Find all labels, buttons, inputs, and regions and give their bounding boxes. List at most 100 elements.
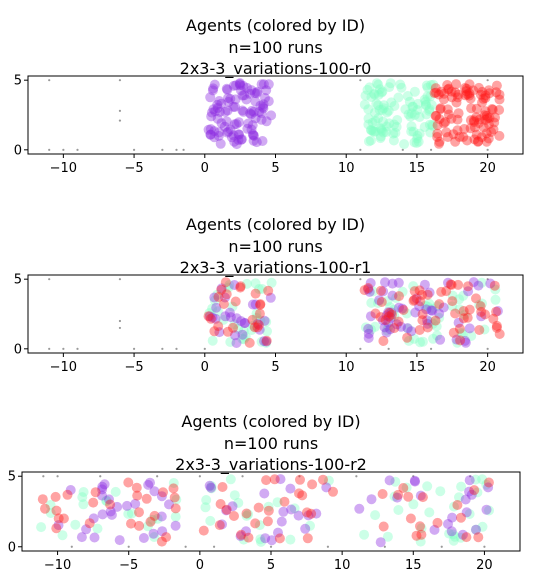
data-point	[246, 124, 257, 135]
data-point	[394, 302, 404, 313]
data-point	[366, 324, 377, 335]
data-point	[263, 96, 274, 107]
data-point	[369, 89, 380, 100]
data-point	[261, 475, 272, 486]
data-point	[200, 502, 211, 513]
data-point	[245, 108, 255, 119]
obstacle-marker	[118, 109, 122, 112]
data-point	[97, 484, 108, 495]
data-point	[431, 321, 442, 332]
chart-title-line-1: n=100 runs	[224, 434, 318, 453]
data-point	[401, 308, 412, 319]
data-point	[216, 118, 227, 129]
data-point	[478, 93, 489, 104]
data-point	[409, 110, 420, 120]
data-point	[389, 119, 400, 130]
data-point	[401, 482, 412, 493]
data-point	[266, 535, 277, 546]
data-point	[449, 501, 459, 512]
data-point	[397, 286, 408, 297]
data-point	[412, 130, 423, 141]
data-point	[255, 100, 266, 111]
data-point	[455, 532, 466, 543]
data-point	[231, 119, 242, 129]
data-point	[171, 494, 182, 505]
data-point	[409, 86, 420, 97]
data-point	[244, 88, 255, 99]
data-point	[438, 94, 449, 105]
data-point	[285, 534, 296, 545]
data-point	[446, 86, 457, 97]
x-tick-label: −5	[119, 558, 138, 573]
x-tick-label: 0	[201, 360, 209, 375]
data-point	[474, 299, 485, 310]
data-point	[440, 117, 451, 127]
data-point	[388, 135, 399, 146]
data-point	[233, 323, 244, 334]
data-point	[419, 279, 430, 290]
data-point	[99, 479, 110, 490]
data-point	[302, 507, 312, 518]
data-point	[78, 499, 89, 510]
data-point	[417, 289, 427, 300]
data-point	[57, 530, 68, 541]
data-point	[434, 312, 445, 323]
data-point	[456, 512, 466, 523]
data-point	[385, 310, 396, 321]
data-point	[465, 123, 476, 134]
data-point	[373, 79, 384, 90]
data-point	[392, 115, 403, 125]
data-point	[209, 295, 220, 306]
data-point	[237, 90, 248, 101]
data-point	[434, 299, 445, 310]
obstacle-marker	[132, 148, 136, 151]
data-point	[206, 107, 217, 118]
data-point	[275, 474, 286, 485]
data-point	[238, 81, 249, 91]
data-point	[254, 308, 265, 319]
obstacle-marker	[48, 347, 51, 350]
data-point	[266, 277, 277, 288]
data-point	[249, 130, 259, 141]
data-point	[206, 482, 216, 493]
data-point	[246, 325, 257, 335]
data-point	[377, 86, 388, 97]
data-point	[228, 322, 238, 333]
data-point	[442, 132, 453, 142]
data-point	[204, 311, 215, 322]
data-point	[257, 136, 268, 146]
data-point	[239, 90, 250, 101]
data-point	[255, 299, 266, 310]
data-point	[398, 305, 409, 315]
data-point	[398, 483, 409, 493]
data-point	[369, 107, 380, 118]
data-point	[221, 289, 232, 300]
data-point	[230, 330, 240, 341]
data-point	[371, 78, 382, 89]
data-point	[434, 308, 445, 319]
data-point	[206, 111, 217, 122]
data-point	[230, 94, 241, 105]
data-point	[430, 111, 441, 121]
data-point	[453, 89, 464, 100]
data-point	[250, 288, 261, 299]
data-point	[236, 134, 247, 145]
data-point	[101, 495, 112, 506]
y-tick-label: 0	[8, 540, 16, 555]
plot-area	[48, 277, 505, 350]
data-point	[429, 524, 440, 535]
data-point	[157, 526, 168, 537]
data-point	[233, 497, 244, 508]
data-point	[222, 84, 233, 95]
data-point	[427, 305, 438, 316]
data-point	[263, 505, 274, 516]
obstacle-marker	[48, 79, 51, 82]
obstacle-marker	[326, 545, 330, 548]
data-point	[458, 313, 469, 324]
data-point	[223, 126, 234, 137]
data-point	[164, 499, 174, 510]
data-point	[241, 510, 252, 521]
data-point	[242, 82, 252, 93]
data-point	[378, 127, 389, 138]
data-point	[240, 318, 250, 328]
